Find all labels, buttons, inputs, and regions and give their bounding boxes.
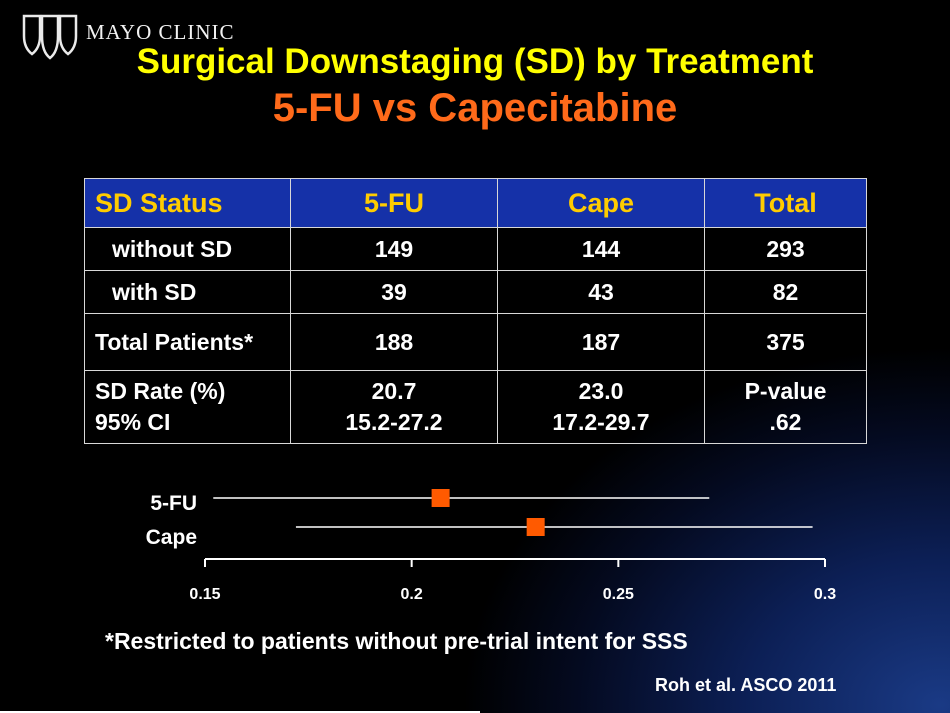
page-subtitle: 5-FU vs Capecitabine: [272, 86, 678, 130]
cell-line1: P-value: [744, 378, 827, 404]
x-tick-label: 0.3: [814, 586, 836, 603]
page-title: Surgical Downstaging (SD) by Treatment: [136, 42, 814, 81]
series-label: Cape: [146, 526, 197, 549]
row-label: with SD: [84, 270, 291, 314]
header-cape: Cape: [497, 178, 705, 228]
row-label: without SD: [84, 227, 291, 271]
bottom-divider: [0, 711, 480, 713]
estimate-marker: [431, 489, 450, 507]
table-cell: 43: [497, 270, 705, 314]
cell-line1: 23.0: [578, 378, 624, 404]
logo-text: MAYO CLINIC: [86, 19, 235, 44]
row-label: SD Rate (%) 95% CI: [84, 370, 291, 444]
mayo-shields-icon: [22, 14, 78, 60]
series-label: 5-FU: [150, 492, 197, 515]
row-label-line2: 95% CI: [95, 409, 171, 435]
table-row: SD Rate (%) 95% CI 20.7 15.2-27.2 23.0 1…: [84, 370, 867, 444]
row-label: Total Patients*: [84, 313, 291, 371]
cell-line2: .62: [769, 409, 802, 435]
estimate-marker: [526, 518, 545, 536]
header-5fu: 5-FU: [290, 178, 498, 228]
cell-line1: 20.7: [371, 378, 417, 404]
footnote: *Restricted to patients without pre-tria…: [105, 628, 688, 654]
table-cell: 144: [497, 227, 705, 271]
header-sd-status: SD Status: [84, 178, 291, 228]
table-cell: 23.0 17.2-29.7: [497, 370, 705, 444]
citation: Roh et al. ASCO 2011: [655, 675, 837, 695]
table-header-row: SD Status 5-FU Cape Total: [84, 178, 867, 228]
results-table: SD Status 5-FU Cape Total without SD 149…: [84, 178, 867, 444]
table-cell: 187: [497, 313, 705, 371]
table-row: without SD 149 144 293: [84, 227, 867, 271]
table-cell: 293: [704, 227, 867, 271]
table-row: with SD 39 43 82: [84, 270, 867, 314]
x-tick-label: 0.2: [401, 586, 423, 603]
table-cell: 20.7 15.2-27.2: [290, 370, 498, 444]
x-tick-label: 0.25: [603, 586, 634, 603]
x-tick-label: 0.15: [189, 586, 220, 603]
table-cell: P-value .62: [704, 370, 867, 444]
logo: MAYO CLINIC: [22, 12, 234, 60]
cell-line2: 15.2-27.2: [345, 409, 443, 435]
header-total: Total: [704, 178, 867, 228]
table-cell: 149: [290, 227, 498, 271]
table-cell: 39: [290, 270, 498, 314]
row-label-line1: SD Rate (%): [95, 378, 226, 404]
cell-line2: 17.2-29.7: [552, 409, 650, 435]
